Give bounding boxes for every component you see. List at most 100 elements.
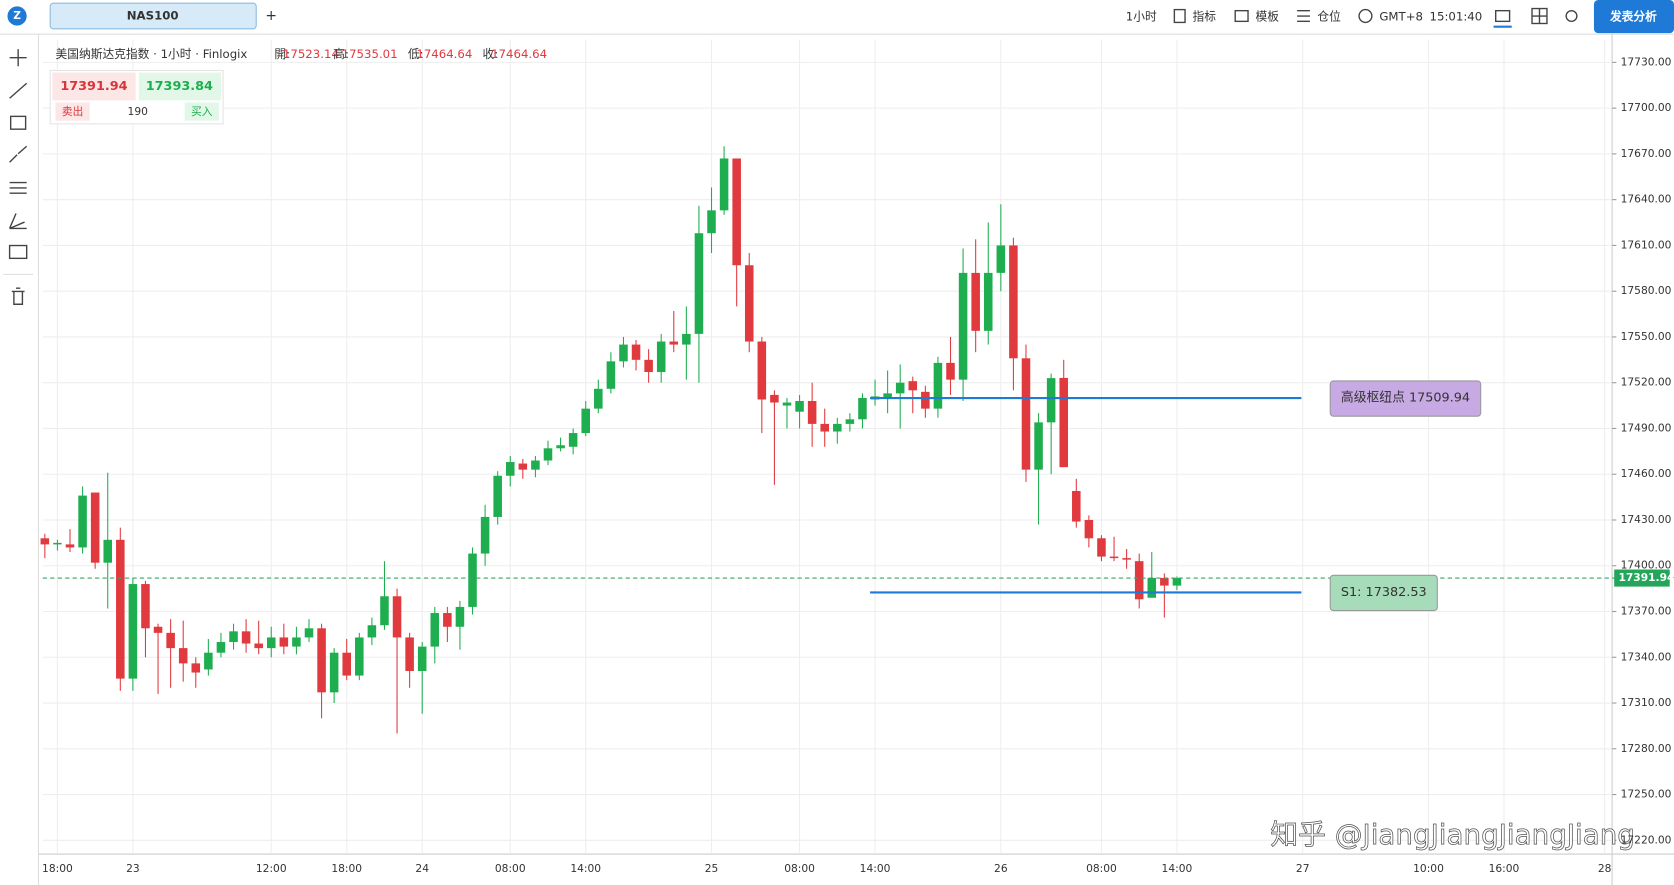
y-tick-label: 17460.00 (1621, 467, 1672, 480)
candle-body (996, 245, 1006, 273)
candle-body (1059, 377, 1068, 468)
indicators[interactable]: 指标 (1193, 10, 1217, 24)
candle-body (254, 643, 263, 649)
candle-body (933, 362, 943, 409)
candle-body (883, 393, 892, 398)
text-tool[interactable] (8, 244, 28, 260)
clock: 15:01:40 (1430, 10, 1483, 24)
x-tick-label: 25 (705, 862, 719, 875)
candle-body (1122, 558, 1131, 560)
candle-body (455, 606, 465, 627)
symbol-tab-label: NAS100 (127, 9, 179, 23)
candle-body (1172, 578, 1182, 586)
candle-body (707, 210, 716, 234)
level-label: S1: 17382.53 (1341, 585, 1427, 600)
y-tick-label: 17280.00 (1621, 742, 1672, 755)
y-tick-label: 17670.00 (1621, 147, 1672, 160)
fib-tool[interactable] (9, 181, 27, 194)
y-tick-label: 17580.00 (1621, 284, 1672, 297)
legend-label: 收: (483, 47, 499, 61)
candle-body (1160, 577, 1169, 586)
sell-button[interactable] (55, 102, 90, 121)
logo[interactable] (7, 6, 27, 26)
candle-body (405, 637, 414, 671)
candle-body (65, 544, 75, 548)
crosshair-tool[interactable] (9, 49, 27, 67)
candle-body (116, 539, 125, 679)
candle-body (795, 401, 804, 412)
publish-label: 发表分析 (1609, 10, 1657, 24)
candle-body (958, 272, 968, 380)
candle-body (128, 584, 138, 679)
sell-price-box[interactable] (52, 72, 136, 101)
candle-body (480, 516, 490, 554)
candle-body (166, 632, 175, 649)
add-tab[interactable]: + (265, 8, 277, 24)
candle-body (619, 344, 628, 362)
candle-body (1097, 538, 1106, 557)
y-tick-label: 17610.00 (1621, 238, 1672, 251)
y-tick-label: 17340.00 (1621, 650, 1672, 663)
publish-button[interactable] (1593, 0, 1674, 34)
candle-body (1109, 556, 1119, 559)
candle-body (669, 341, 679, 345)
x-tick-label: 08:00 (784, 862, 815, 875)
candle-body (279, 637, 289, 647)
y-tick-label: 17220.00 (1621, 833, 1672, 846)
quantity[interactable]: 190 (128, 105, 149, 118)
candle-body (329, 652, 339, 693)
candle-body (770, 394, 779, 403)
legend-value: 17535.01 (342, 47, 398, 61)
buy-label: 买入 (191, 105, 213, 118)
candle-body (53, 542, 62, 545)
candle-body (153, 626, 163, 633)
candle-body (292, 637, 301, 647)
templates[interactable]: 模板 (1256, 10, 1280, 24)
interval[interactable]: 1小时 (1126, 10, 1157, 24)
layout-icon[interactable] (1495, 9, 1511, 23)
candle-body (820, 423, 829, 432)
indicators-icon (1173, 8, 1186, 24)
candle-body (1084, 519, 1094, 539)
candle-body (908, 381, 918, 391)
candle-body (921, 391, 930, 409)
candle-body (1021, 358, 1031, 470)
candle-body (631, 344, 641, 360)
top-bar: Z NAS100 + 1小时 指标 模板 仓位 GMT+8 15:01:40 发… (0, 0, 1674, 35)
candle-body (732, 158, 741, 266)
sell-price: 17391.94 (60, 79, 127, 94)
legend-value: 17464.64 (416, 47, 472, 61)
line-tool[interactable] (9, 82, 28, 99)
channel-tool[interactable] (9, 145, 28, 163)
candle-body (719, 158, 729, 211)
candle-body (417, 646, 427, 671)
symbol-tab[interactable] (49, 2, 257, 30)
positions-icon (1297, 9, 1310, 23)
buy-button[interactable] (184, 102, 219, 121)
level-label: 高级枢纽点 17509.94 (1341, 390, 1470, 406)
y-tick-label: 17730.00 (1621, 55, 1672, 68)
buy-price-box[interactable] (138, 72, 221, 101)
candle-body (103, 539, 113, 563)
timezone[interactable]: GMT+8 (1379, 10, 1423, 24)
candle-body (518, 463, 528, 470)
trade-panel: 17391.94 17393.84 卖出 190 买入 (49, 69, 224, 125)
positions[interactable]: 仓位 (1317, 10, 1341, 24)
candle-body (983, 272, 993, 331)
y-tick-label: 17640.00 (1621, 193, 1672, 206)
settings-icon[interactable] (1565, 9, 1578, 23)
candle-body (392, 596, 402, 638)
candle-body (1009, 245, 1018, 359)
level-box (1329, 380, 1482, 417)
legend-value: 17464.64 (491, 47, 547, 61)
candle-body (556, 445, 565, 449)
candle-body (606, 361, 616, 389)
candle-body (682, 333, 691, 345)
delete-tool[interactable] (11, 287, 25, 305)
candle-body (241, 631, 251, 644)
candle-body (505, 462, 515, 476)
candle-body (971, 272, 980, 331)
fan-tool[interactable] (8, 213, 27, 230)
rect-tool[interactable] (9, 115, 27, 130)
x-tick-label: 27 (1296, 862, 1310, 875)
